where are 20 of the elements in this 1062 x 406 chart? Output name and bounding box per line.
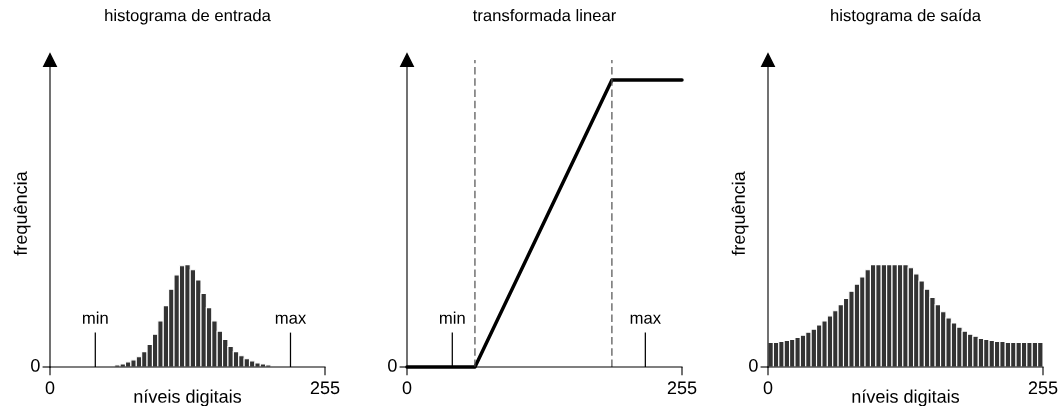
x-axis-title: níveis digitais: [134, 389, 242, 406]
x-tick-label: 0: [763, 381, 773, 395]
chart-title: transformada linear: [472, 9, 617, 22]
ref-line-label: min: [82, 311, 108, 324]
x-tick-label: 255: [1028, 381, 1058, 395]
y-axis-title: frequência: [731, 171, 749, 256]
x-tick-label: 0: [402, 381, 412, 395]
text: 0: [749, 359, 758, 372]
y-axis-title: frequência: [13, 171, 31, 256]
chart-title: histograma de entrada: [105, 9, 271, 25]
ref-line-label: max: [275, 314, 307, 324]
text: 0: [31, 359, 40, 372]
x-tick-label: 255: [667, 381, 697, 395]
x-axis-title: níveis digitais: [852, 389, 960, 406]
text: 0: [388, 359, 397, 372]
x-tick-label: 255: [310, 381, 340, 395]
ref-line-label: min: [439, 311, 465, 324]
chart-title: histograma de saída: [831, 8, 982, 25]
ref-line-label: max: [630, 314, 661, 324]
x-tick-label: 0: [45, 381, 55, 395]
